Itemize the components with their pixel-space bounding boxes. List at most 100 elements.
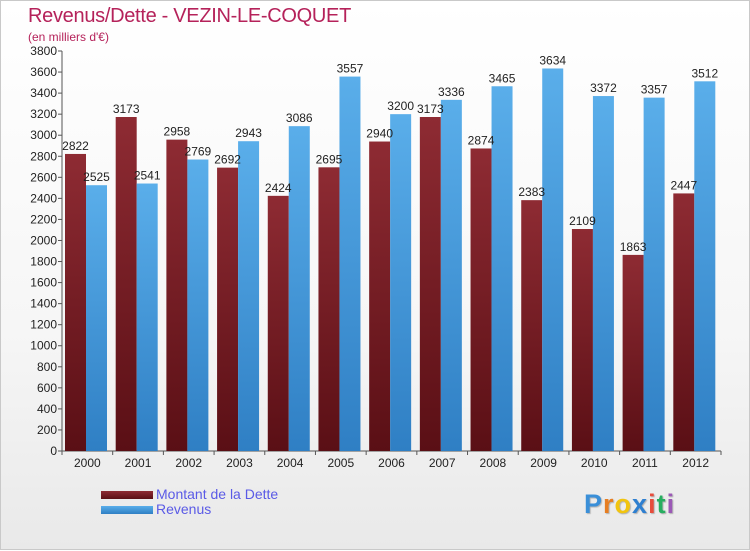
bar-debt bbox=[318, 167, 340, 451]
data-label: 3200 bbox=[387, 99, 414, 113]
y-tick-label: 3600 bbox=[30, 65, 57, 79]
proxiti-logo: Proxiti bbox=[584, 489, 675, 520]
bar-debt bbox=[521, 200, 543, 451]
y-tick-label: 2800 bbox=[30, 149, 57, 163]
y-tick-label: 1400 bbox=[30, 297, 57, 311]
x-tick-label: 2000 bbox=[74, 456, 101, 470]
data-label: 2424 bbox=[265, 181, 292, 195]
data-label: 2769 bbox=[185, 145, 212, 159]
bar-revenue bbox=[694, 81, 716, 451]
legend-swatch-revenue bbox=[101, 506, 153, 514]
y-tick-label: 2000 bbox=[30, 233, 57, 247]
logo-letter: x bbox=[632, 489, 649, 519]
legend-swatch-debt bbox=[101, 491, 153, 499]
data-label: 2447 bbox=[670, 178, 697, 192]
logo-letter: o bbox=[614, 489, 633, 519]
y-tick-label: 800 bbox=[37, 360, 57, 374]
bar-revenue bbox=[542, 68, 564, 451]
bar-revenue bbox=[440, 99, 462, 451]
y-tick-label: 1000 bbox=[30, 339, 57, 353]
bar-debt bbox=[267, 195, 289, 451]
logo-letter: t bbox=[656, 489, 667, 519]
y-tick-label: 400 bbox=[37, 402, 57, 416]
bar-debt bbox=[571, 229, 593, 451]
bar-debt bbox=[369, 141, 391, 452]
logo-letter: P bbox=[584, 489, 604, 519]
data-labels: 2822 3173 2958 2692 2424 2695 2940 3173 2874 2383… bbox=[62, 53, 718, 253]
data-label: 2943 bbox=[235, 126, 262, 140]
bar-revenue bbox=[491, 86, 513, 452]
x-tick-label: 2011 bbox=[632, 456, 658, 470]
bar-revenue bbox=[86, 185, 107, 452]
bar-revenue bbox=[288, 126, 310, 451]
data-label: 3336 bbox=[438, 85, 465, 99]
y-tick-label: 1800 bbox=[30, 255, 57, 269]
x-tick-label: 2009 bbox=[530, 456, 557, 470]
y-tick-label: 3800 bbox=[30, 44, 57, 58]
data-label: 3372 bbox=[590, 81, 617, 95]
x-tick-label: 2010 bbox=[581, 456, 608, 470]
legend-label-revenue: Revenus bbox=[156, 501, 212, 517]
x-tick-label: 2002 bbox=[175, 456, 202, 470]
y-tick-label: 0 bbox=[50, 444, 57, 458]
data-label: 3086 bbox=[286, 111, 313, 125]
y-tick-label: 3200 bbox=[30, 107, 57, 121]
x-tick-label: 2001 bbox=[125, 456, 152, 470]
bar-revenue bbox=[643, 97, 665, 451]
bar-debt bbox=[673, 193, 695, 451]
data-label: 3173 bbox=[417, 102, 444, 116]
data-label: 1863 bbox=[620, 240, 647, 254]
data-label: 2541 bbox=[134, 169, 161, 183]
data-label: 2695 bbox=[316, 152, 343, 166]
data-label: 2958 bbox=[164, 125, 191, 139]
y-tick-label: 2600 bbox=[30, 170, 57, 184]
y-tick-label: 2400 bbox=[30, 191, 57, 205]
bar-debt bbox=[419, 117, 441, 451]
y-tick-label: 200 bbox=[37, 423, 57, 437]
data-label: 2525 bbox=[83, 170, 110, 184]
y-tick-label: 3400 bbox=[30, 86, 57, 100]
y-tick-label: 1200 bbox=[30, 318, 57, 332]
chart-subtitle: (en milliers d'€) bbox=[28, 30, 109, 44]
bars bbox=[65, 68, 716, 452]
bar-revenue bbox=[187, 159, 209, 452]
y-tick-label: 3000 bbox=[30, 128, 57, 142]
data-label: 3357 bbox=[641, 83, 668, 97]
x-tick-label: 2005 bbox=[327, 456, 354, 470]
x-tick-label: 2007 bbox=[429, 456, 456, 470]
bar-debt bbox=[65, 153, 86, 451]
data-label: 3173 bbox=[113, 102, 140, 116]
bar-debt bbox=[115, 117, 137, 451]
data-label: 2940 bbox=[366, 127, 393, 141]
bar-debt bbox=[622, 254, 644, 451]
bar-revenue bbox=[592, 96, 614, 451]
data-label: 2383 bbox=[518, 185, 545, 199]
bar-revenue bbox=[390, 114, 412, 451]
y-tick-label: 1600 bbox=[30, 276, 57, 290]
data-label: 2109 bbox=[569, 214, 596, 228]
data-label: 2692 bbox=[214, 153, 241, 167]
legend-label-debt: Montant de la Dette bbox=[156, 486, 279, 502]
y-tick-label: 600 bbox=[37, 381, 57, 395]
logo-letter: r bbox=[603, 489, 615, 519]
x-tick-label: 2003 bbox=[226, 456, 253, 470]
x-tick-label: 2004 bbox=[277, 456, 304, 470]
data-label: 3557 bbox=[337, 62, 364, 76]
bar-revenue bbox=[238, 141, 260, 452]
x-tick-label: 2012 bbox=[682, 456, 709, 470]
logo-letter: i bbox=[666, 489, 676, 519]
bar-debt bbox=[166, 139, 188, 451]
x-tick-label: 2006 bbox=[378, 456, 405, 470]
bar-debt bbox=[217, 167, 239, 451]
data-label: 3512 bbox=[691, 66, 718, 80]
chart-title: Revenus/Dette - VEZIN-LE-COQUET bbox=[28, 5, 352, 27]
x-tick-label: 2008 bbox=[480, 456, 507, 470]
bar-revenue bbox=[136, 183, 158, 452]
logo-letter: i bbox=[648, 489, 657, 519]
bar-revenue bbox=[339, 76, 361, 451]
data-label: 2874 bbox=[468, 133, 495, 147]
data-label: 3465 bbox=[489, 71, 516, 85]
y-tick-label: 2200 bbox=[30, 212, 57, 226]
